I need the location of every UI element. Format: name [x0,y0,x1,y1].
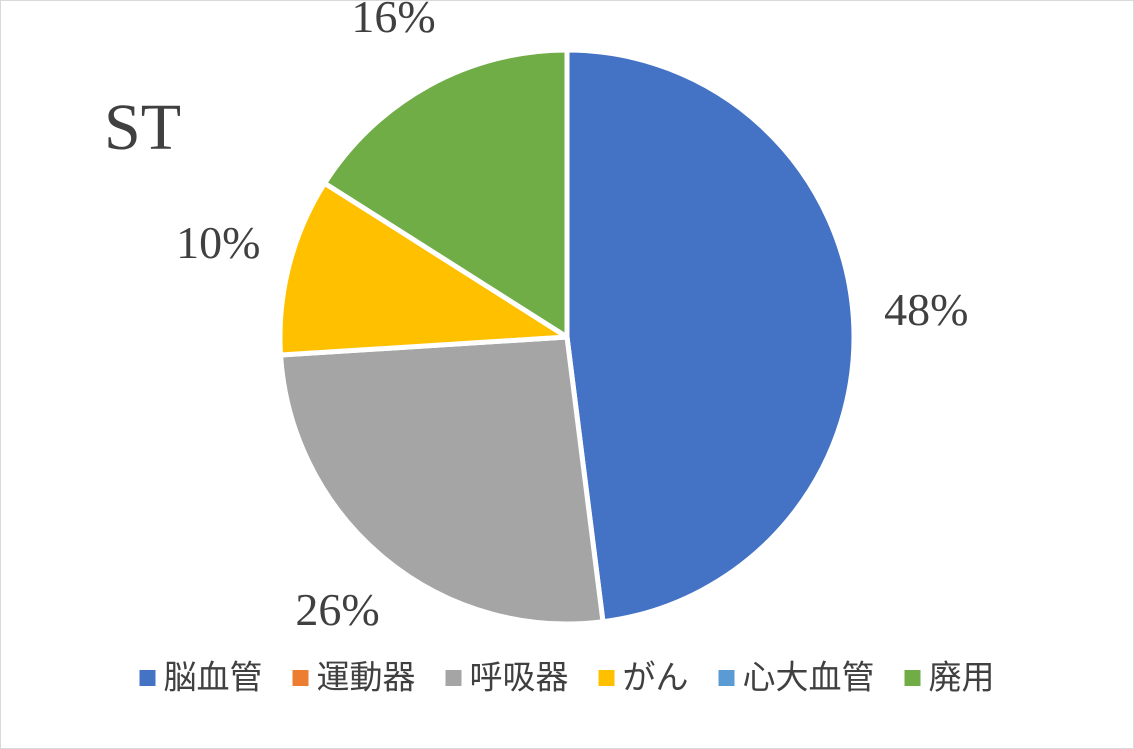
legend-swatch [598,670,615,686]
pie-slice [322,47,570,340]
legend-swatch [292,670,309,686]
legend-swatch [904,670,921,686]
legend-label: 廃用 [929,658,995,697]
legend-label: 脳血管 [164,658,263,697]
data-label: 16% [351,0,435,42]
data-label: 10% [176,217,260,268]
legend-swatch [718,670,735,686]
legend-label: 呼吸器 [470,658,569,697]
data-label: 48% [884,284,968,335]
pie-slice [278,334,606,627]
pie-slice [277,180,570,358]
legend-label: がん [623,658,689,697]
legend-swatch [445,670,462,686]
data-label: 26% [295,584,379,635]
pie-slice [564,47,857,625]
chart-title: ST [104,91,181,164]
legend-label: 運動器 [317,658,416,697]
legend-swatch [139,670,156,686]
legend-label: 心大血管 [743,658,875,697]
